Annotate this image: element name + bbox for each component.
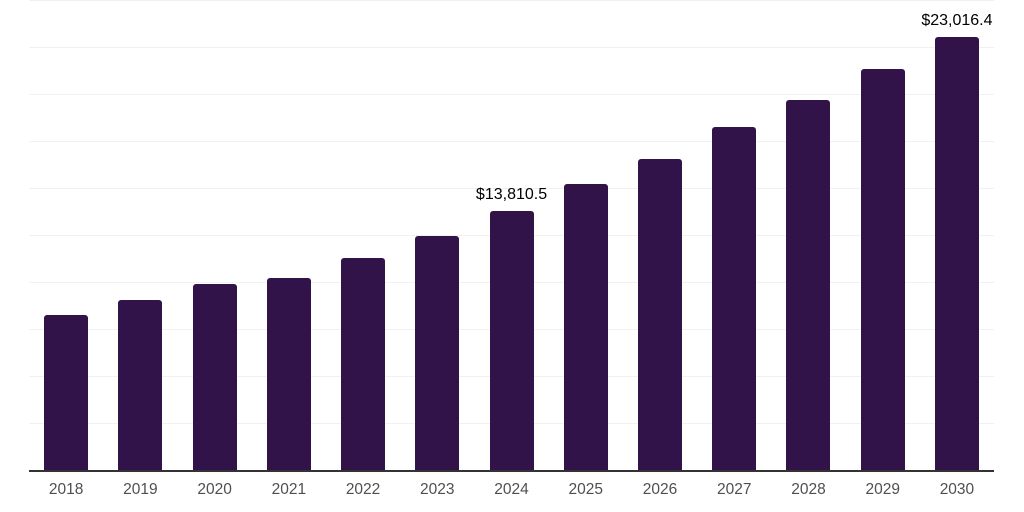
x-tick-2026: 2026	[642, 481, 678, 498]
bars-layer: $13,810.5 $23,016.4	[29, 0, 994, 471]
x-tick-2021: 2021	[271, 481, 307, 498]
x-tick-2023: 2023	[420, 481, 455, 498]
bar-2022	[341, 258, 386, 471]
x-tick-2019: 2019	[123, 481, 158, 498]
bar-cell-2018	[29, 0, 103, 471]
bar-2020	[192, 283, 237, 471]
x-axis-labels: 2018 2019 2020 2021 2022 2023 2024 2025 2026 2027…	[29, 481, 994, 498]
bar-2024	[489, 210, 534, 471]
x-tick-2027: 2027	[716, 481, 752, 498]
x-tick-2028: 2028	[791, 481, 826, 498]
gridline	[29, 0, 994, 1]
x-tick-2022: 2022	[345, 481, 381, 498]
x-tick-2025: 2025	[568, 481, 603, 498]
bar-2026	[637, 159, 682, 471]
bar-2018	[44, 315, 89, 471]
bar-cell-2027	[697, 0, 771, 471]
value-label-2030: $23,016.4	[921, 12, 993, 30]
x-tick-2030: 2030	[939, 481, 975, 498]
bar-2021	[266, 277, 311, 471]
gridline	[29, 93, 994, 95]
bar-cell-2026	[623, 0, 697, 471]
bar-cell-2019	[103, 0, 177, 471]
bar-cell-2022	[326, 0, 400, 471]
bar-cell-2025	[549, 0, 623, 471]
x-tick-2029: 2029	[865, 481, 900, 498]
x-axis-line	[29, 470, 994, 472]
bar-cell-2024: $13,810.5	[474, 0, 548, 471]
bar-cell-2030: $23,016.4	[920, 0, 994, 471]
bar-2023	[415, 235, 460, 471]
x-tick-2020: 2020	[197, 481, 232, 498]
plot-area: $13,810.5 $23,016.4	[29, 0, 994, 472]
bar-2027	[712, 127, 757, 471]
x-tick-2024: 2024	[494, 481, 529, 498]
bar-2030	[934, 37, 979, 471]
value-label-2024: $13,810.5	[475, 185, 548, 203]
bar-2029	[860, 68, 905, 471]
bar-cell-2023	[400, 0, 474, 471]
bar-cell-2021	[252, 0, 326, 471]
bar-cell-2020	[177, 0, 251, 471]
bar-2028	[786, 100, 831, 471]
bar-2019	[118, 300, 163, 471]
bar-2025	[563, 184, 608, 471]
gridline	[29, 46, 994, 48]
bar-cell-2028	[771, 0, 845, 471]
x-tick-2018: 2018	[48, 481, 84, 498]
gridline	[29, 140, 994, 142]
gridline	[29, 187, 994, 189]
bar-cell-2029	[846, 0, 920, 471]
